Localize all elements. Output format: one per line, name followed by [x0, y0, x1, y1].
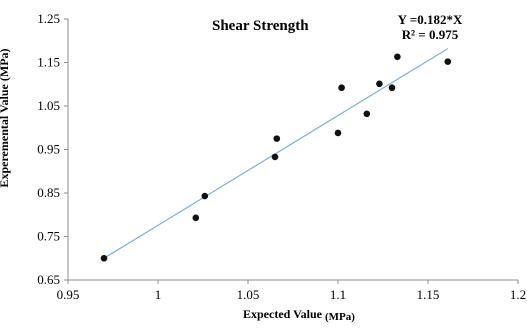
data-point [394, 53, 401, 61]
y-axis-label-text: Experemental Value [0, 84, 11, 188]
chart-title: Shear Strength [212, 18, 309, 34]
data-point [338, 84, 345, 92]
y-tick-label: 0.85 [37, 185, 60, 200]
y-tick-label: 1.25 [37, 11, 60, 26]
y-tick-label: 0.65 [37, 272, 60, 287]
trendline [103, 48, 449, 259]
data-point [363, 110, 371, 118]
data-point [273, 135, 281, 142]
data-point [192, 214, 200, 222]
data-point [444, 58, 452, 65]
trendline-equation-box: Y =0.182*X R² = 0.975 [380, 12, 480, 42]
x-axis-label-text: Expected Value [243, 307, 323, 321]
y-tick-label: 1.05 [37, 98, 60, 113]
x-axis-label: Expected Value (MPa) [243, 307, 355, 323]
x-tick-label: 1.15 [417, 287, 440, 302]
x-tick-label: 1 [155, 287, 162, 302]
data-point [100, 254, 108, 262]
data-point [388, 84, 396, 92]
r-squared-label: R² = 0.975 [401, 27, 459, 42]
x-tick-label: 0.95 [57, 287, 80, 302]
data-point [271, 153, 279, 161]
data-point [201, 192, 209, 200]
data-point [334, 129, 342, 137]
y-tick-label: 0.75 [37, 229, 60, 244]
x-tick-label: 1.05 [237, 287, 260, 302]
y-axis-label-wrap: Experemental Value (MPa) [0, 18, 12, 218]
trendline-equation: Y =0.182*X [397, 12, 463, 27]
x-tick-label: 1.2 [510, 287, 526, 302]
x-axis-unit: (MPa) [325, 311, 355, 323]
y-axis-unit: (MPa) [0, 48, 11, 82]
y-tick-label: 0.95 [37, 142, 60, 157]
data-point [376, 80, 383, 88]
y-tick-label: 1.15 [37, 55, 60, 70]
x-tick-label: 1.1 [330, 287, 346, 302]
